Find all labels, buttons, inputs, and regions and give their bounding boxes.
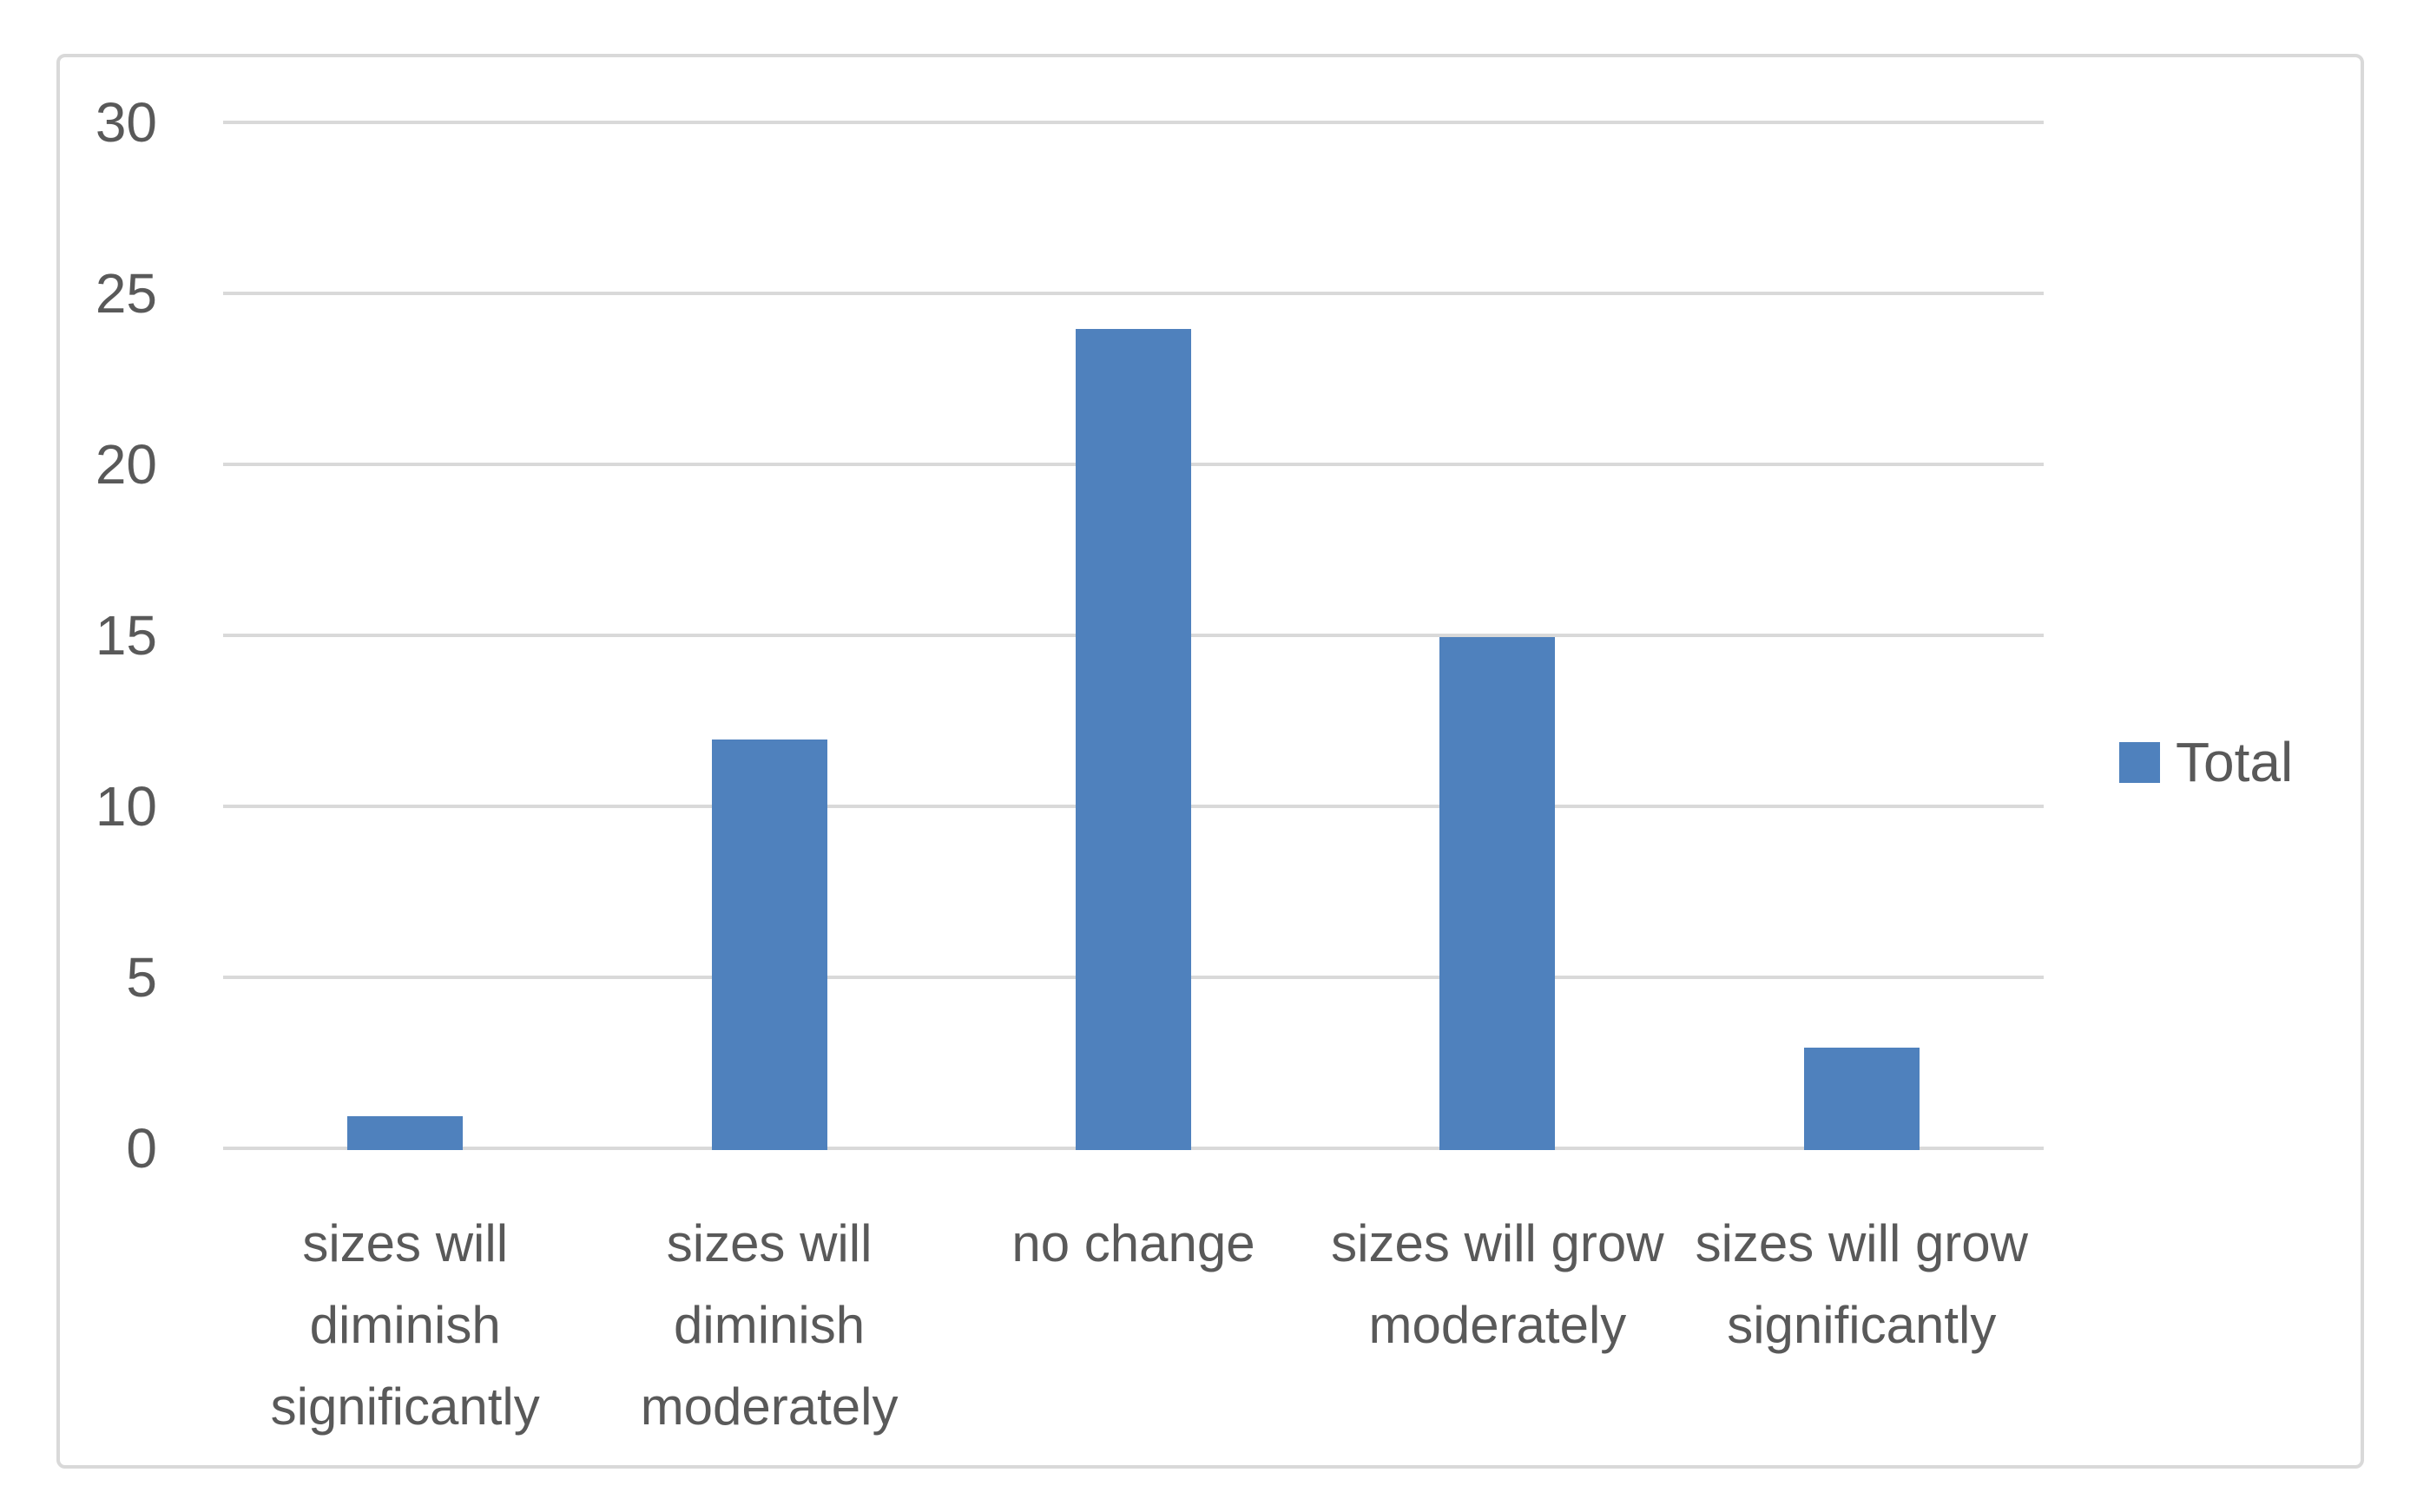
chart-frame: 0 5 10 15 20 25 30 sizes will diminish signific… [56, 54, 2364, 1469]
gridline-y-30 [223, 121, 2044, 124]
y-axis-tick-label: 30 [95, 91, 157, 154]
legend-label: Total [2176, 731, 2294, 793]
legend: Total [2119, 734, 2293, 790]
x-axis-category-label: sizes will diminish moderately [640, 1214, 899, 1436]
x-axis-category-label: sizes will grow significantly [1695, 1214, 2028, 1354]
y-axis-tick-label: 15 [95, 604, 157, 667]
legend-color-swatch [2119, 741, 2160, 783]
x-axis-category-label: sizes will diminish significantly [270, 1214, 540, 1436]
bar-no-change [1076, 329, 1191, 1150]
y-axis-tick-label: 5 [126, 946, 157, 1009]
y-axis-tick-label: 25 [95, 262, 157, 325]
y-axis-tick-label: 20 [95, 433, 157, 496]
bar-sizes-will-grow-moderately [1439, 637, 1556, 1150]
x-axis-category-label: no change [1011, 1214, 1255, 1272]
y-axis-tick-label: 10 [95, 775, 157, 838]
gridline-y-25 [223, 292, 2044, 295]
bar-sizes-will-grow-significantly [1803, 1047, 1920, 1150]
bar-sizes-will-diminish-moderately [711, 740, 827, 1150]
bar-sizes-will-diminish-significantly [347, 1115, 464, 1150]
y-axis-tick-label: 0 [126, 1117, 157, 1180]
x-axis-category-label: sizes will grow moderately [1331, 1214, 1664, 1354]
